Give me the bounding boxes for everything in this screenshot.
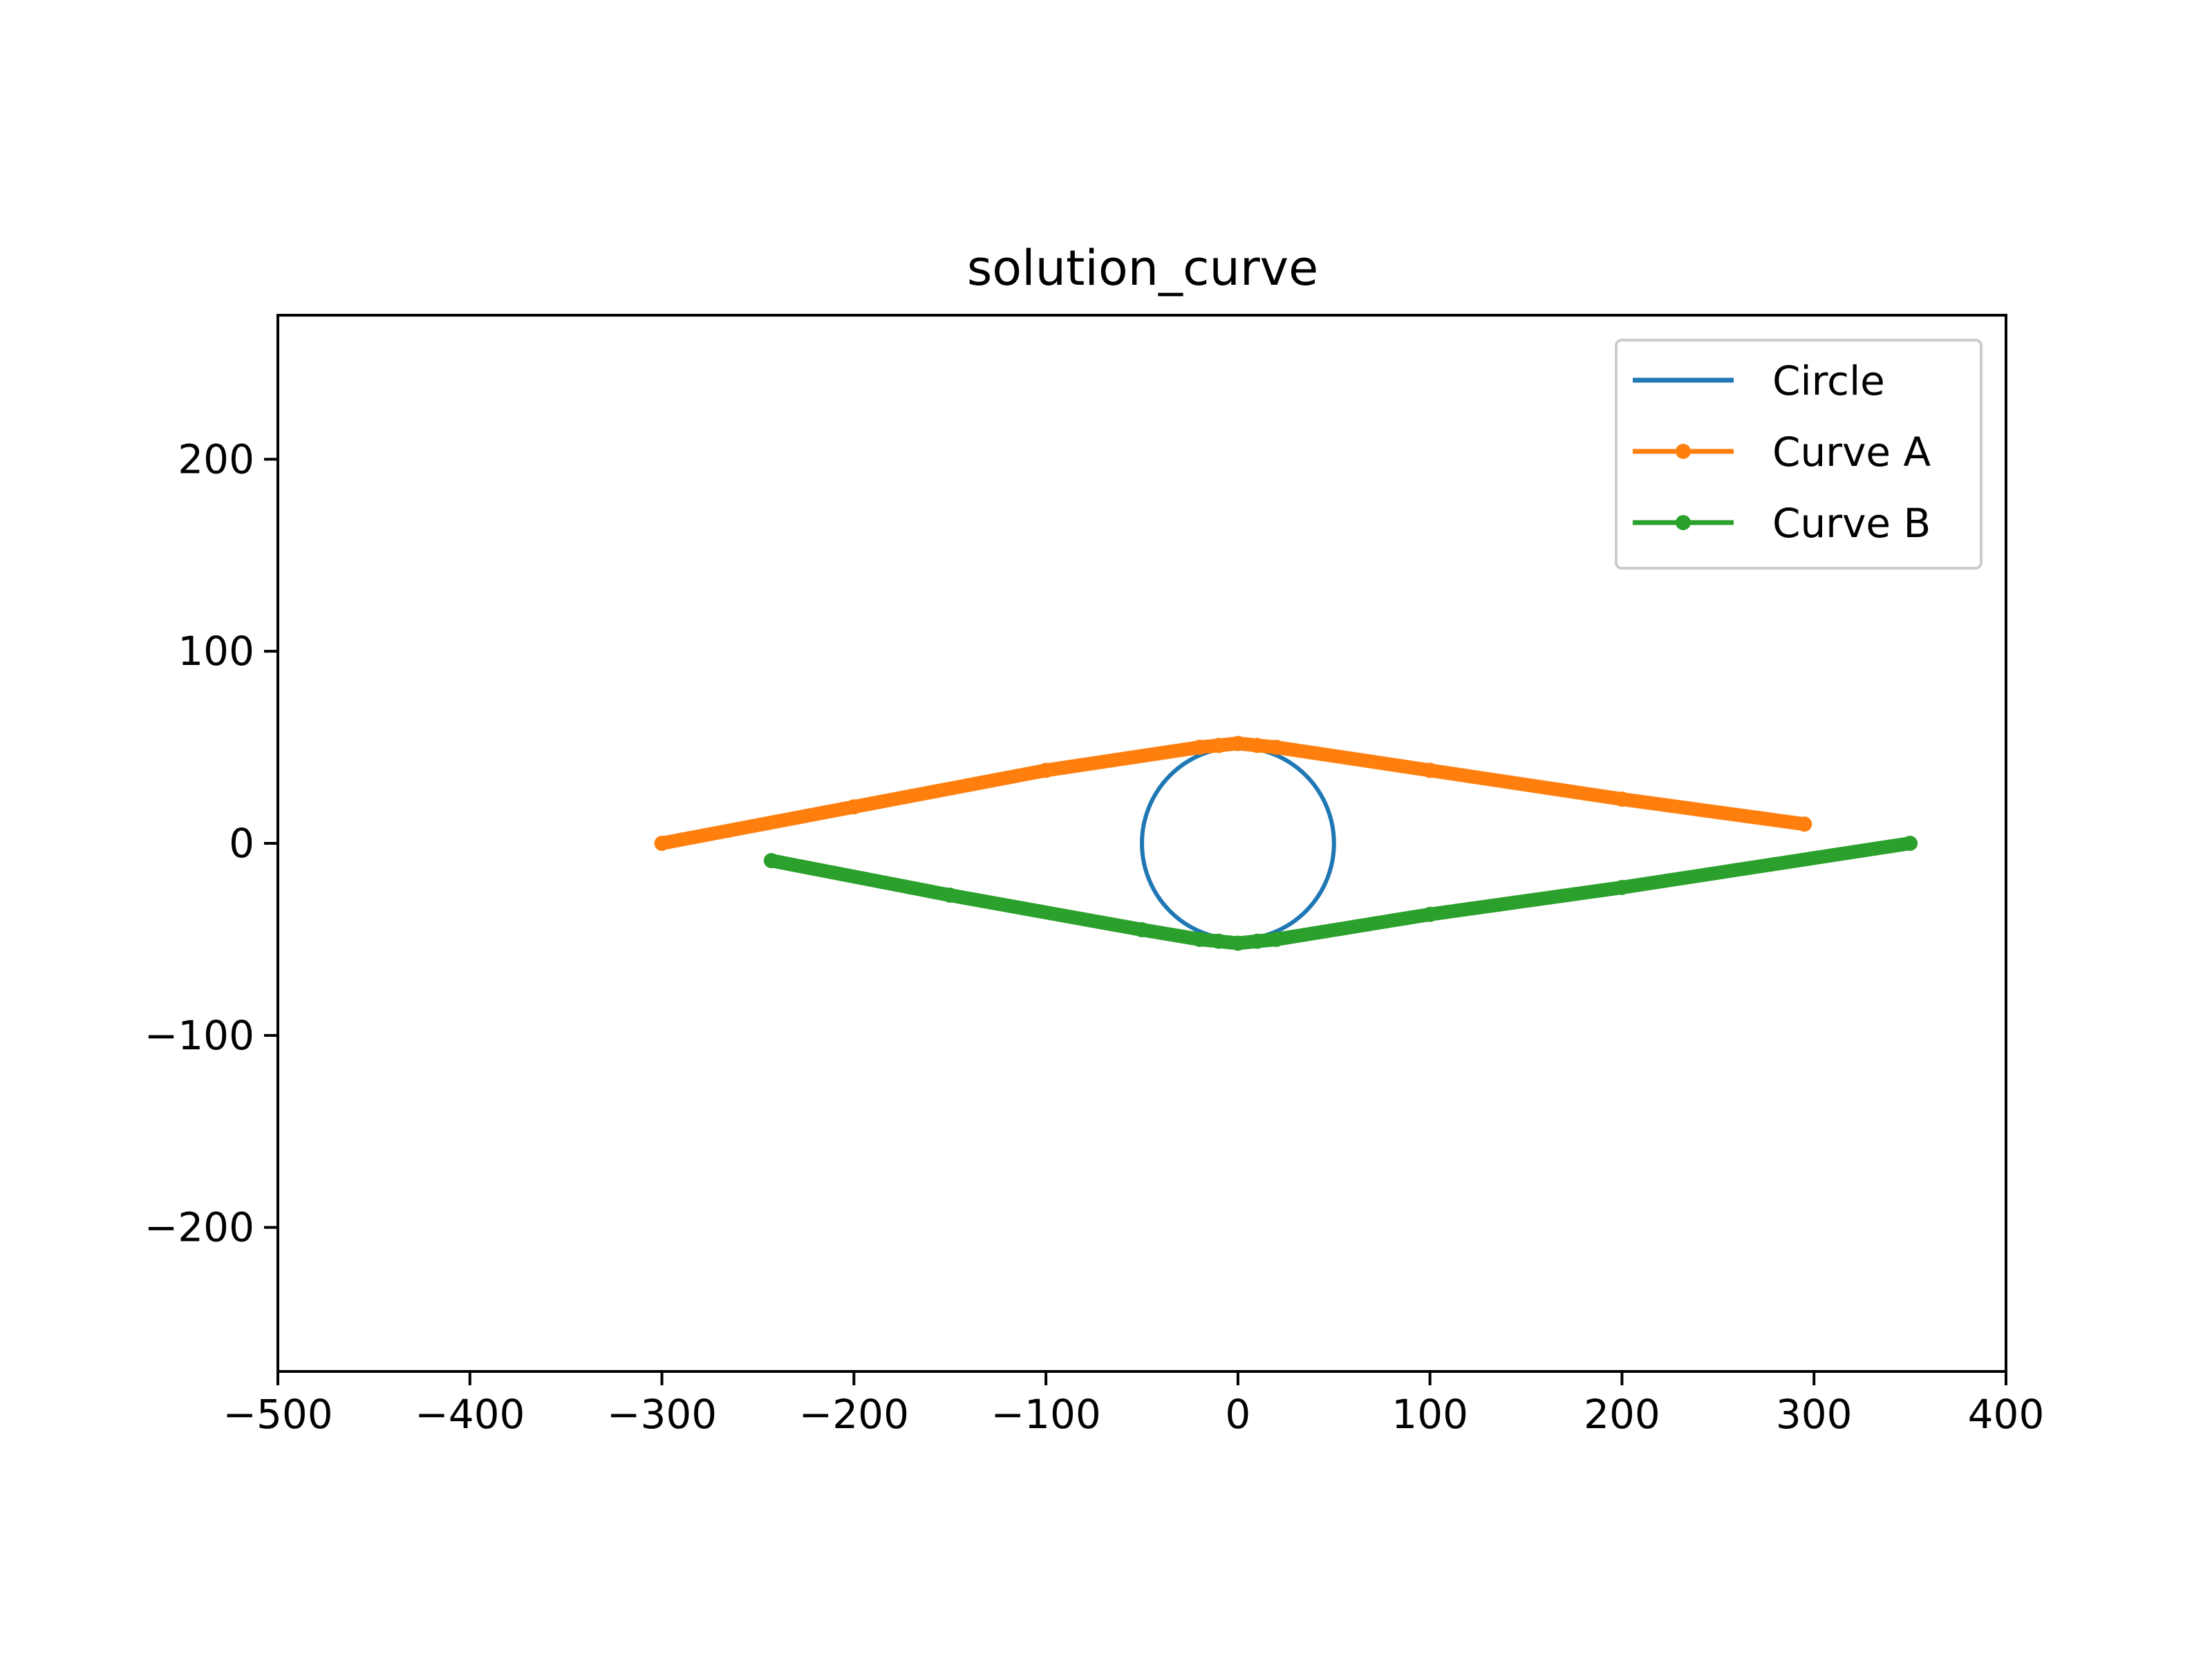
series-layer [654, 735, 1918, 951]
x-tick-label: 400 [1968, 1391, 2045, 1438]
series-curve-a-point [1038, 762, 1054, 778]
x-tick-label: −200 [799, 1391, 909, 1438]
legend-label-curve-b: Curve B [1772, 500, 1931, 547]
legend: Circle Curve A Curve B [1615, 339, 1983, 570]
y-tick-label: 200 [178, 435, 254, 482]
series-curve-b-point [1614, 879, 1630, 895]
series-curve-a-point [1230, 735, 1246, 751]
series-curve-b-line [764, 836, 1918, 950]
series-curve-a-point [1268, 740, 1284, 756]
x-tick-label: −400 [415, 1391, 525, 1438]
series-curve-a-point [1211, 738, 1227, 753]
series-curve-a-point [1192, 740, 1208, 756]
series-curve-b-point [1268, 931, 1284, 947]
series-curve-a-point [1249, 738, 1265, 753]
series-curve-a-point [654, 836, 670, 851]
series-curve-b-point [1902, 836, 1918, 851]
y-tick-label: 100 [178, 628, 254, 675]
series-circle-line [1140, 745, 1336, 941]
legend-marker-curve-b [1676, 515, 1691, 530]
y-axis: −200 −100 0 100 200 [144, 435, 278, 1251]
x-axis: −500 −400 −300 −200 −100 0 100 200 300 400 [223, 1371, 2044, 1438]
series-curve-b-point [1249, 933, 1265, 949]
x-tick-label: −300 [607, 1391, 717, 1438]
x-tick-label: 300 [1776, 1391, 1853, 1438]
series-curve-b-point [1211, 933, 1227, 949]
series-curve-a-point [1422, 762, 1438, 778]
legend-label-circle: Circle [1772, 357, 1885, 404]
legend-label-curve-a: Curve A [1772, 429, 1931, 476]
series-curve-a-point [846, 799, 862, 815]
legend-marker-curve-a [1676, 444, 1691, 459]
x-tick-label: −500 [223, 1391, 332, 1438]
y-tick-label: −100 [144, 1012, 254, 1059]
series-curve-a-point [1614, 791, 1630, 807]
series-curve-b-point [942, 888, 958, 903]
x-tick-label: 100 [1391, 1391, 1468, 1438]
series-curve-b-point [1134, 922, 1150, 938]
x-tick-label: −100 [991, 1391, 1100, 1438]
series-curve-b-point [763, 853, 779, 869]
legend-box [1615, 339, 1983, 570]
series-curve-b-point [1422, 906, 1438, 922]
y-tick-label: 0 [229, 820, 254, 867]
series-curve-a-point [1797, 816, 1812, 832]
series-curve-a-line [655, 736, 1812, 850]
y-tick-label: −200 [144, 1204, 254, 1251]
chart-title: solution_curve [967, 240, 1318, 297]
x-tick-label: 0 [1225, 1391, 1250, 1438]
x-tick-label: 200 [1584, 1391, 1660, 1438]
series-curve-b-point [1230, 935, 1246, 951]
series-curve-b-point [1192, 931, 1208, 947]
